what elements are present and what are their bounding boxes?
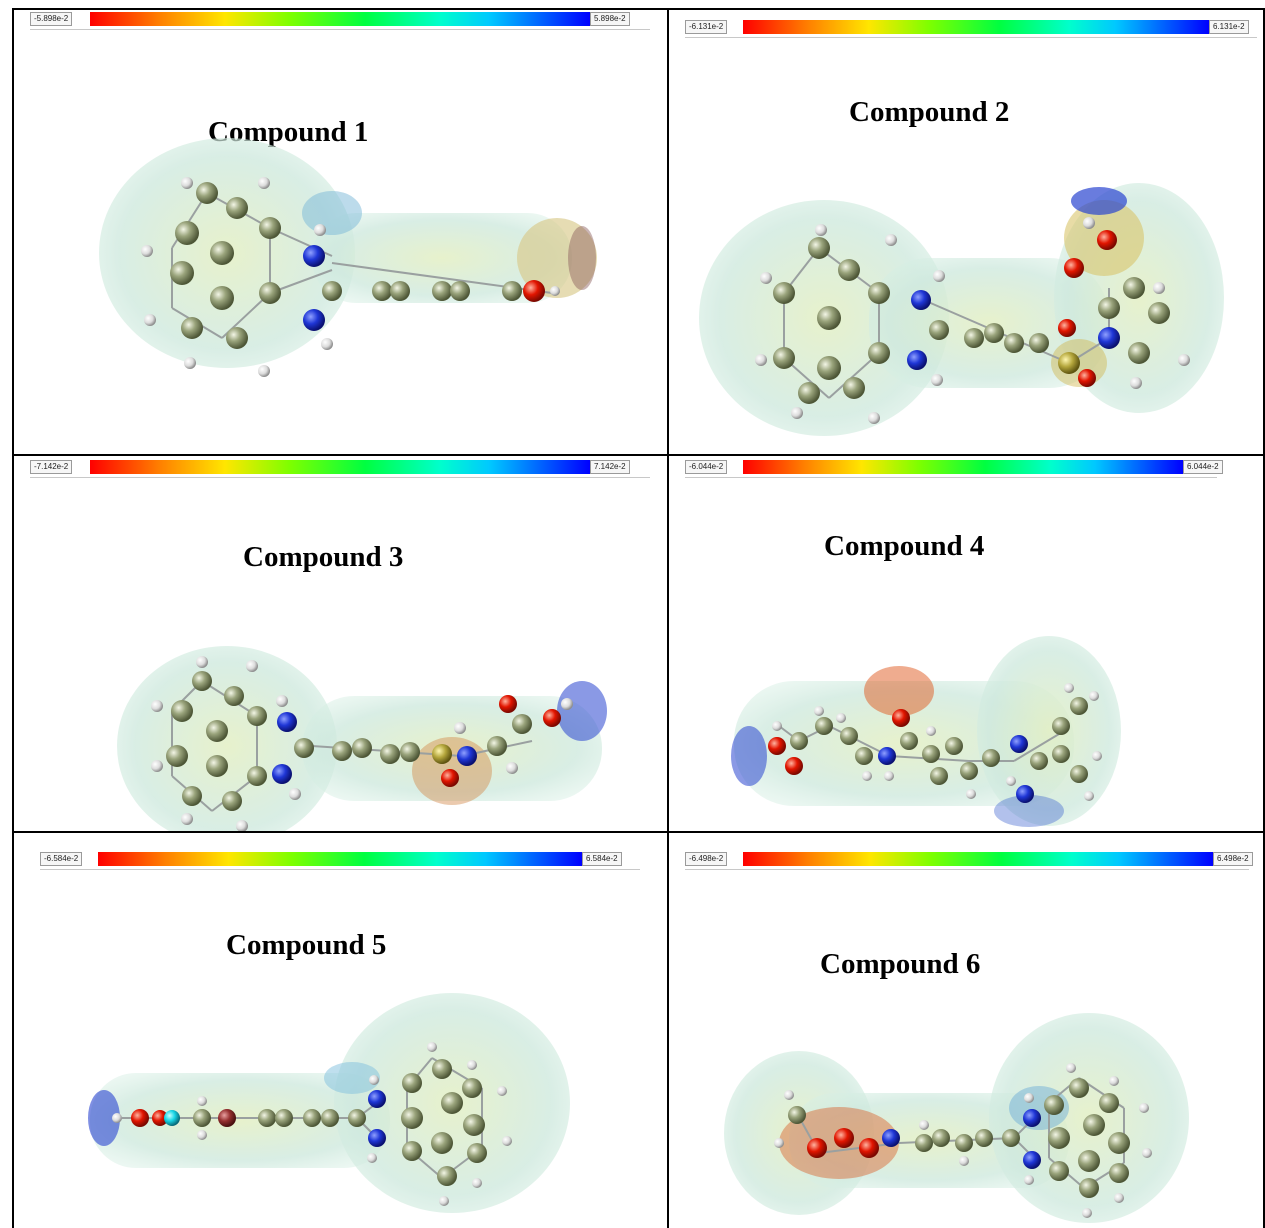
scale-gradient-bar bbox=[90, 12, 590, 26]
grid-line-horizontal bbox=[12, 831, 1265, 833]
scale-max-label: 6.584e-2 bbox=[582, 852, 622, 866]
scale-min-label: -7.142e-2 bbox=[30, 460, 73, 474]
molecule-render bbox=[699, 183, 1224, 436]
scale-max-label: 6.044e-2 bbox=[1183, 460, 1223, 474]
panel-compound-6: -6.498e-2 6.498e-2 Compound 6 bbox=[669, 833, 1265, 1228]
grid-line-vertical bbox=[667, 8, 669, 1228]
grid-line-horizontal bbox=[12, 454, 1265, 456]
molecule-atoms bbox=[112, 1042, 512, 1206]
scale-min-label: -6.584e-2 bbox=[40, 852, 83, 866]
panel-compound-1: -5.898e-2 5.898e-2 Compound 1 bbox=[12, 8, 667, 454]
color-scale: -6.131e-2 6.131e-2 bbox=[685, 20, 1257, 38]
scale-gradient-bar bbox=[98, 852, 582, 866]
compound-title: Compound 4 bbox=[824, 530, 985, 562]
color-scale: -6.498e-2 6.498e-2 bbox=[685, 852, 1253, 870]
scale-divider bbox=[685, 869, 1249, 870]
scale-min-label: -6.044e-2 bbox=[685, 460, 728, 474]
scale-divider bbox=[30, 29, 650, 30]
esp-surface bbox=[88, 993, 570, 1213]
molecule-atoms bbox=[768, 683, 1102, 803]
esp-surface bbox=[99, 138, 597, 368]
molecule-render bbox=[117, 646, 607, 831]
compound-title: Compound 6 bbox=[820, 948, 981, 980]
scale-divider bbox=[685, 37, 1257, 38]
molecule-render bbox=[99, 138, 597, 377]
molecule-render bbox=[731, 636, 1121, 827]
scale-min-label: -6.498e-2 bbox=[685, 852, 728, 866]
figure-grid: -5.898e-2 5.898e-2 Compound 1 bbox=[12, 8, 1265, 1228]
scale-divider bbox=[685, 477, 1217, 478]
color-scale: -5.898e-2 5.898e-2 bbox=[30, 12, 650, 30]
esp-surface bbox=[699, 183, 1224, 436]
scale-max-label: 5.898e-2 bbox=[590, 12, 630, 26]
scale-divider bbox=[40, 869, 640, 870]
molecule-render bbox=[88, 993, 570, 1213]
panel-compound-2: -6.131e-2 6.131e-2 Compound 2 bbox=[669, 8, 1265, 454]
scale-min-label: -5.898e-2 bbox=[30, 12, 73, 26]
scale-gradient-bar bbox=[743, 460, 1183, 474]
grid-line-vertical bbox=[1263, 8, 1265, 1228]
compound-title: Compound 2 bbox=[849, 96, 1010, 128]
scale-min-label: -6.131e-2 bbox=[685, 20, 728, 34]
color-scale: -6.584e-2 6.584e-2 bbox=[40, 852, 640, 870]
compound-title: Compound 5 bbox=[226, 929, 387, 961]
molecule-atoms bbox=[755, 217, 1190, 424]
molecule-atoms bbox=[774, 1063, 1152, 1218]
color-scale: -6.044e-2 6.044e-2 bbox=[685, 460, 1223, 478]
color-scale: -7.142e-2 7.142e-2 bbox=[30, 460, 650, 478]
scale-gradient-bar bbox=[743, 852, 1213, 866]
scale-max-label: 6.498e-2 bbox=[1213, 852, 1253, 866]
scale-max-label: 6.131e-2 bbox=[1209, 20, 1249, 34]
panel-compound-3: -7.142e-2 7.142e-2 Compound 3 bbox=[12, 456, 667, 831]
scale-divider bbox=[30, 477, 650, 478]
grid-line-vertical bbox=[12, 8, 14, 1228]
compound-title: Compound 3 bbox=[243, 541, 404, 573]
molecule-atoms bbox=[141, 177, 560, 377]
molecule-render bbox=[724, 1013, 1189, 1223]
molecule-atoms bbox=[151, 656, 573, 831]
scale-gradient-bar bbox=[743, 20, 1209, 34]
scale-max-label: 7.142e-2 bbox=[590, 460, 630, 474]
panel-compound-5: -6.584e-2 6.584e-2 Compound 5 bbox=[12, 833, 667, 1228]
grid-line-horizontal bbox=[12, 8, 1265, 10]
panel-compound-4: -6.044e-2 6.044e-2 Compound 4 bbox=[669, 456, 1265, 831]
scale-gradient-bar bbox=[90, 460, 590, 474]
